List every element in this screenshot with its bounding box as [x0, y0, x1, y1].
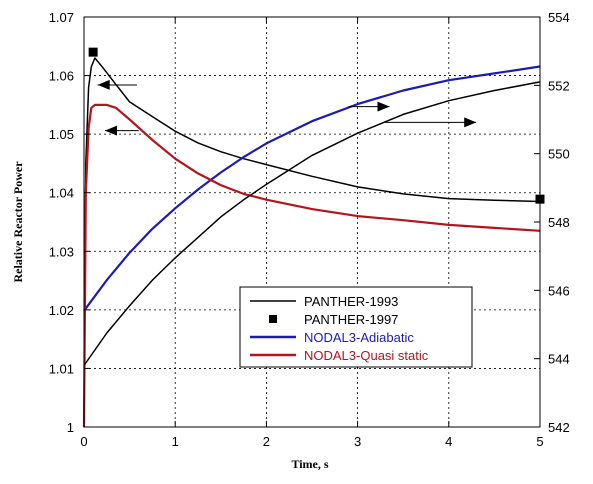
marker-layer: [88, 47, 545, 204]
legend-label-panther-1993: PANTHER-1993: [304, 294, 398, 309]
y-tick-label: 1.03: [49, 244, 74, 259]
y-right-tick-label: 544: [548, 352, 570, 367]
y-tick-label: 1.05: [49, 127, 74, 142]
y-right-tick-label: 548: [548, 215, 570, 230]
x-tick-label: 5: [536, 434, 543, 449]
x-axis-title: Time, s: [291, 457, 328, 471]
y-axis-title: Relative Reactor Power: [11, 161, 25, 283]
data-point-panther-1997: [88, 47, 98, 57]
legend: PANTHER-1993 PANTHER-1997 NODAL3-Adiabat…: [239, 286, 473, 368]
legend-label-nodal3-adiabatic: NODAL3-Adiabatic: [304, 330, 414, 345]
y-tick-label: 1.04: [49, 186, 74, 201]
y-tick-label: 1.07: [49, 10, 74, 25]
y-tick-label: 1: [67, 420, 74, 435]
annotation-arrow-head: [97, 79, 110, 90]
annotation-arrow-head: [105, 125, 117, 136]
ticks-layer: [83, 16, 541, 428]
y-tick-labels-right: 542 544 546 548 550 552 554: [548, 10, 570, 435]
legend-label-panther-1997: PANTHER-1997: [304, 312, 398, 327]
y-tick-label: 1.02: [49, 303, 74, 318]
x-tick-label: 3: [354, 434, 361, 449]
y-tick-labels: 1 1.01 1.02 1.03 1.04 1.05 1.06 1.07: [49, 10, 74, 435]
legend-box: [239, 286, 473, 368]
annotation-layer: [97, 79, 477, 136]
series-line-series-4: [83, 81, 541, 366]
series-line-panther-1993: [83, 57, 541, 428]
y-tick-label: 1.01: [49, 361, 74, 376]
legend-swatch-panther-1997: [269, 315, 277, 323]
x-tick-label: 0: [80, 434, 87, 449]
x-tick-labels: 0 1 2 3 4 5: [80, 434, 543, 449]
legend-label-nodal3-quasi-static: NODAL3-Quasi static: [304, 348, 429, 363]
y-right-tick-label: 546: [548, 283, 570, 298]
x-tick-label: 1: [172, 434, 179, 449]
series-layer: [82, 57, 541, 428]
y-right-tick-label: 550: [548, 147, 570, 162]
y-right-tick-label: 552: [548, 78, 570, 93]
y-right-tick-label: 554: [548, 10, 570, 25]
y-tick-label: 1.06: [49, 69, 74, 84]
y-right-tick-label: 542: [548, 420, 570, 435]
series-line-nodal3-adiabatic: [83, 65, 541, 312]
series-line-nodal3-quasi-static: [82, 103, 541, 428]
annotation-arrow-head: [377, 101, 390, 112]
x-tick-label: 2: [263, 434, 270, 449]
annotation-arrow-head: [464, 117, 477, 128]
x-tick-label: 4: [445, 434, 452, 449]
